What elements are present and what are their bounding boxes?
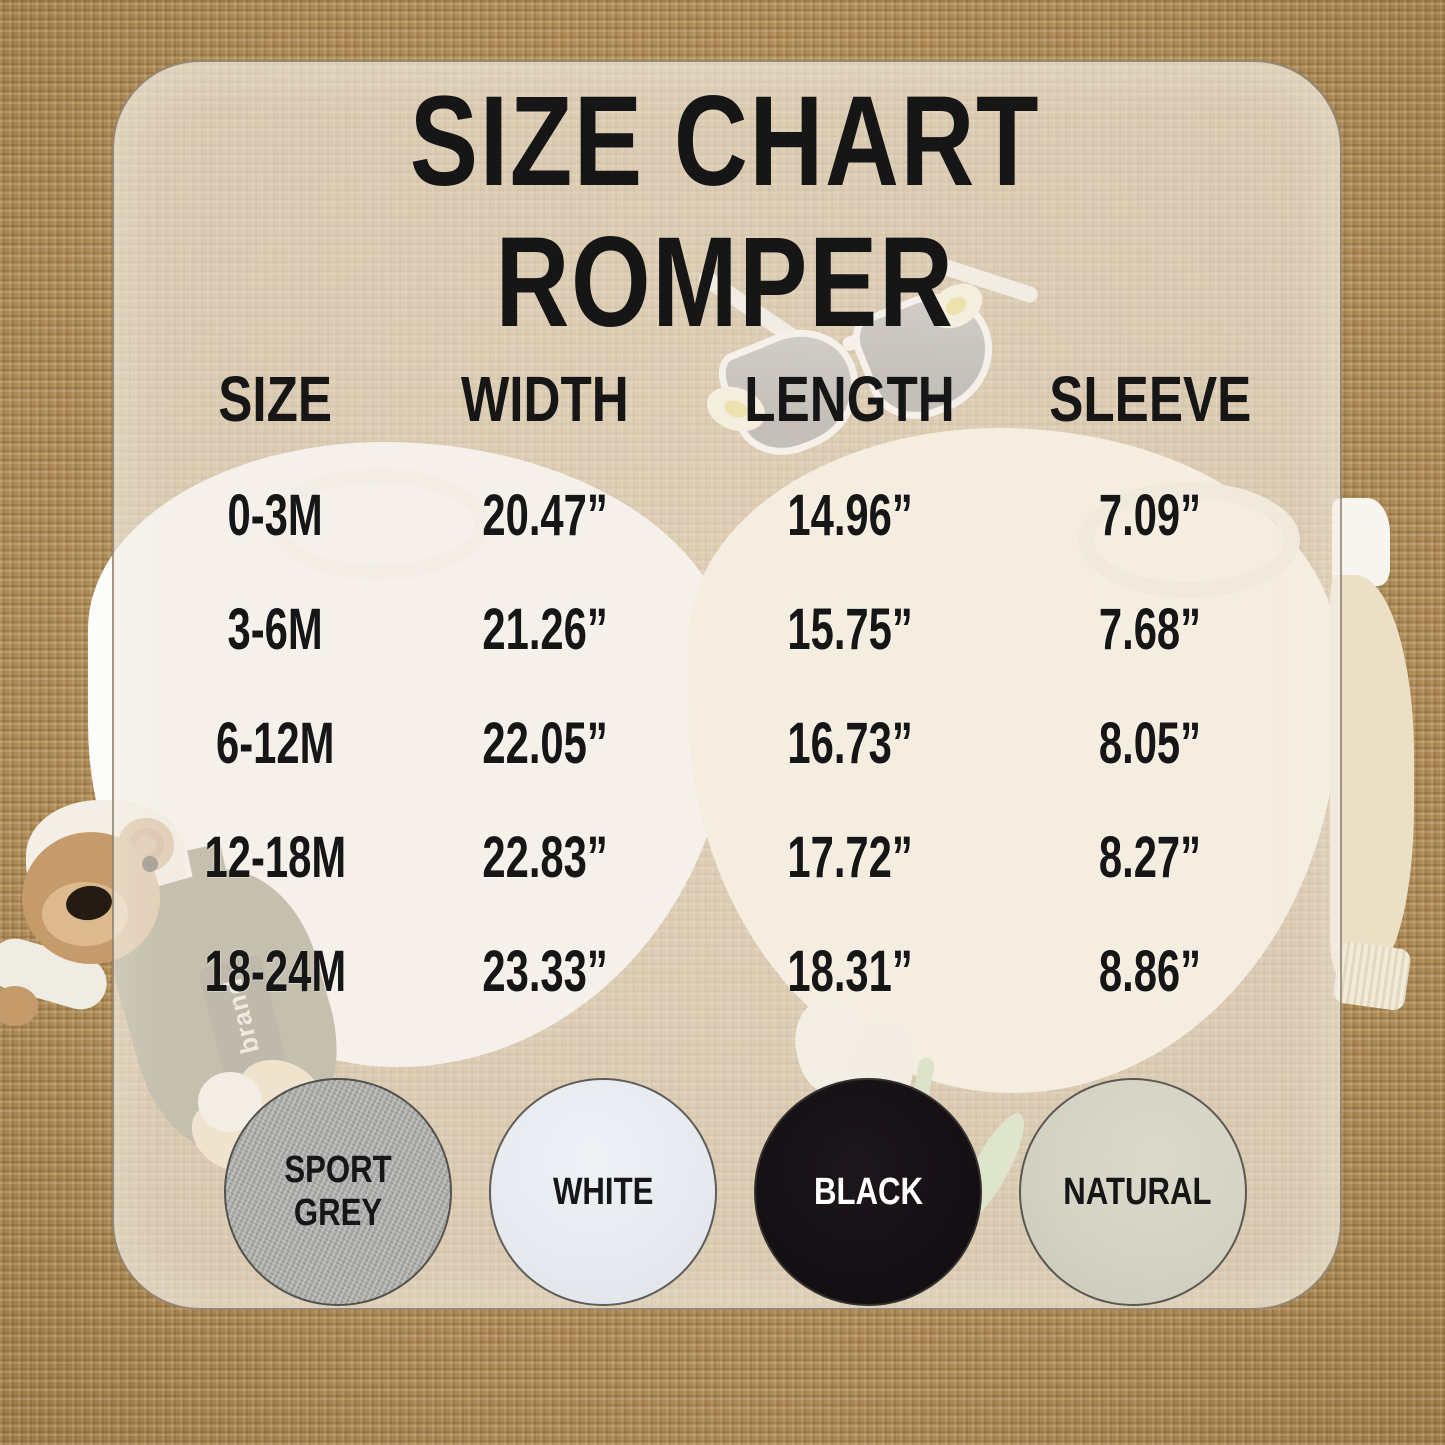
title-line-1: SIZE CHART (409, 70, 1041, 213)
table-cell-length: 18.31” (787, 938, 913, 1004)
swatch-label: SPORT GREY (284, 1149, 392, 1234)
color-swatch-white: WHITE (489, 1078, 717, 1306)
swatch-label: BLACK (813, 1170, 923, 1213)
table-cell-sleeve: 8.27” (1098, 824, 1202, 890)
column-header-width: WIDTH (461, 363, 629, 435)
cream-romper-sleeve (1330, 575, 1414, 975)
table-cell-size: 18-24M (204, 938, 346, 1004)
size-table: SIZE WIDTH LENGTH SLEEVE 0-3M 20.47” 14.… (150, 362, 1290, 1028)
column-header-length: LENGTH (744, 363, 956, 435)
swatch-label: WHITE (552, 1170, 654, 1213)
title-line-2: ROMPER (495, 210, 955, 354)
table-cell-width: 21.26” (482, 596, 608, 662)
table-cell-length: 17.72” (787, 824, 913, 890)
table-cell-size: 3-6M (227, 596, 323, 662)
table-cell-length: 16.73” (787, 710, 913, 776)
color-swatch-black: BLACK (754, 1078, 982, 1306)
color-swatch-sport-grey: SPORT GREY (224, 1078, 452, 1306)
table-cell-length: 14.96” (787, 482, 913, 548)
table-cell-sleeve: 8.86” (1098, 938, 1202, 1004)
table-cell-width: 23.33” (482, 938, 608, 1004)
table-cell-width: 22.05” (482, 710, 608, 776)
table-cell-width: 22.83” (482, 824, 608, 890)
table-cell-sleeve: 7.09” (1098, 482, 1202, 548)
table-cell-size: 0-3M (227, 482, 323, 548)
table-cell-sleeve: 8.05” (1098, 710, 1202, 776)
table-cell-size: 12-18M (204, 824, 346, 890)
column-header-sleeve: SLEEVE (1048, 363, 1252, 435)
teddy-bear-paw (0, 986, 38, 1026)
color-swatch-natural: NATURAL (1019, 1078, 1247, 1306)
swatch-label: NATURAL (1063, 1170, 1212, 1213)
table-cell-length: 15.75” (787, 596, 913, 662)
page-title: SIZE CHART ROMPER (112, 70, 1338, 354)
table-cell-sleeve: 7.68” (1098, 596, 1202, 662)
column-header-size: SIZE (218, 363, 332, 435)
table-cell-width: 20.47” (482, 482, 608, 548)
table-cell-size: 6-12M (215, 710, 335, 776)
